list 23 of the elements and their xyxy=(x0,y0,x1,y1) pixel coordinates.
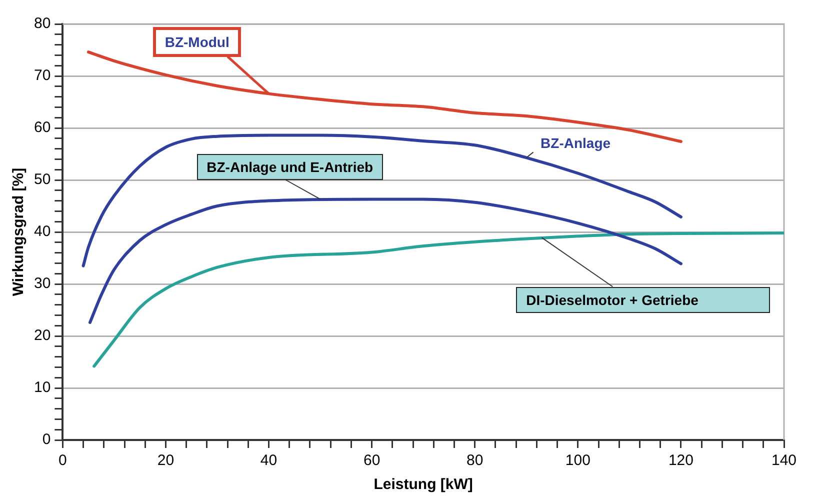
annotation: BZ-Anlage und E-Antrieb xyxy=(196,154,384,180)
x-tick-label: 20 xyxy=(157,452,174,470)
x-tick-label: 40 xyxy=(260,452,278,470)
y-tick-label: 0 xyxy=(42,431,51,448)
y-tick-label: 70 xyxy=(34,67,51,84)
x-tick-label: 120 xyxy=(668,452,694,470)
x-axis-title: Leistung [kW] xyxy=(374,476,473,494)
y-tick-label: 40 xyxy=(34,223,51,240)
y-tick-label: 10 xyxy=(34,379,51,396)
y-tick-label: 50 xyxy=(34,171,51,188)
y-tick-label: 30 xyxy=(34,275,51,292)
x-tick-label: 140 xyxy=(771,452,797,470)
annotation: BZ-Anlage xyxy=(540,134,612,153)
callout-box: DI-Dieselmotor + Getriebe xyxy=(516,286,770,313)
x-tick-label: 60 xyxy=(363,452,380,470)
x-tick-label: 80 xyxy=(466,452,484,470)
x-tick-label: 0 xyxy=(58,452,67,470)
annotation: BZ-Modul xyxy=(152,26,242,57)
y-axis-title: Wirkungsgrad [%] xyxy=(10,168,28,296)
y-tick-label: 20 xyxy=(34,327,51,344)
y-tick-label: 60 xyxy=(34,119,51,136)
x-tick-label: 100 xyxy=(565,452,590,470)
y-tick-label: 80 xyxy=(34,15,51,32)
